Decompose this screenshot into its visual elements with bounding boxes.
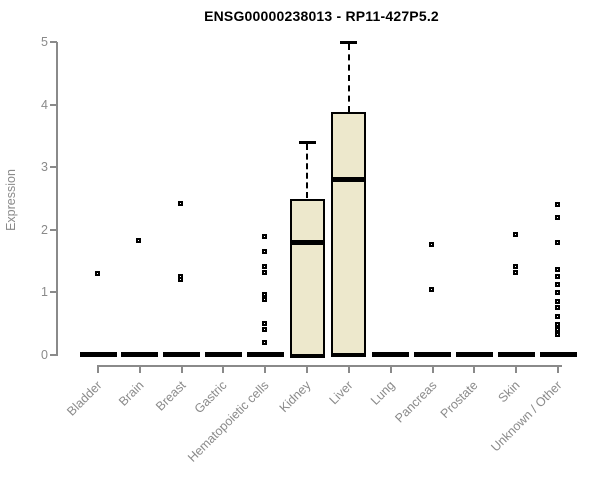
zero-median-bar-gastric <box>204 352 242 357</box>
outlier-point <box>554 266 560 272</box>
y-tick-label: 5 <box>41 35 48 49</box>
outlier-point <box>554 304 560 310</box>
outlier-point <box>554 327 560 333</box>
x-tick <box>306 366 309 373</box>
y-tick-label: 0 <box>41 348 48 362</box>
outlier-point <box>554 289 560 295</box>
zero-median-bar-hematopoietic-cells <box>246 352 284 357</box>
outlier-point <box>554 332 560 338</box>
outlier-point <box>554 322 560 328</box>
outlier-point <box>178 201 184 206</box>
outlier-point <box>512 263 518 269</box>
outlier-point <box>554 314 560 320</box>
zero-median-bar-skin <box>497 352 535 357</box>
zero-median-bar-bladder <box>79 352 117 357</box>
y-tick-label: 1 <box>41 285 48 300</box>
x-tick <box>431 366 434 373</box>
outlier-point <box>261 297 267 303</box>
outlier-point <box>512 231 518 237</box>
box-liver <box>331 112 367 358</box>
outlier-point <box>261 233 267 239</box>
x-tick <box>515 366 518 373</box>
x-tick <box>264 366 267 373</box>
outlier-point <box>136 237 142 243</box>
x-axis-line <box>97 365 562 367</box>
outlier-point <box>554 239 560 245</box>
whisker-line-liver <box>347 44 350 113</box>
y-tick <box>50 291 57 294</box>
x-tick <box>222 366 225 373</box>
outlier-point <box>261 291 267 297</box>
outlier-point <box>94 271 100 277</box>
zero-median-bar-unknown-other <box>539 352 577 357</box>
x-tick <box>557 366 560 373</box>
whisker-line-kidney <box>306 144 309 199</box>
outlier-point <box>178 276 184 282</box>
outlier-point <box>554 214 560 220</box>
x-tick <box>97 366 99 373</box>
outlier-point <box>554 281 560 287</box>
zero-median-bar-prostate <box>455 352 493 357</box>
chart-title: ENSG00000238013 - RP11-427P5.2 <box>204 8 439 24</box>
x-tick <box>347 366 350 373</box>
y-tick <box>50 354 57 356</box>
outlier-point <box>429 241 435 247</box>
whisker-cap-liver <box>340 41 358 44</box>
y-tick <box>50 41 57 43</box>
box-kidney <box>289 198 325 358</box>
outlier-point <box>261 263 267 269</box>
whisker-cap-kidney <box>298 141 316 145</box>
y-tick-label: 2 <box>41 222 48 237</box>
outlier-point <box>554 299 560 305</box>
y-tick <box>50 228 57 231</box>
x-tick <box>389 366 392 373</box>
x-tick <box>180 366 183 373</box>
zero-median-bar-brain <box>121 352 159 357</box>
zero-median-bar-breast <box>163 352 201 357</box>
outlier-point <box>261 269 267 275</box>
median-line-liver <box>331 177 367 183</box>
y-tick <box>50 103 57 106</box>
zero-median-bar-lung <box>372 352 410 357</box>
outlier-point <box>261 327 267 333</box>
outlier-point <box>261 321 267 327</box>
outlier-point <box>554 202 560 208</box>
y-tick <box>50 166 57 169</box>
outlier-point <box>554 273 560 279</box>
zero-median-bar-pancreas <box>414 352 452 357</box>
y-axis-line <box>56 42 58 356</box>
median-line-kidney <box>289 239 325 245</box>
y-tick-label: 4 <box>41 97 48 112</box>
outlier-point <box>429 286 435 292</box>
outlier-point <box>261 249 267 255</box>
outlier-point <box>261 339 267 345</box>
y-tick-label: 3 <box>41 160 48 175</box>
outlier-point <box>512 269 518 275</box>
x-tick <box>473 366 476 373</box>
x-tick <box>138 366 141 373</box>
